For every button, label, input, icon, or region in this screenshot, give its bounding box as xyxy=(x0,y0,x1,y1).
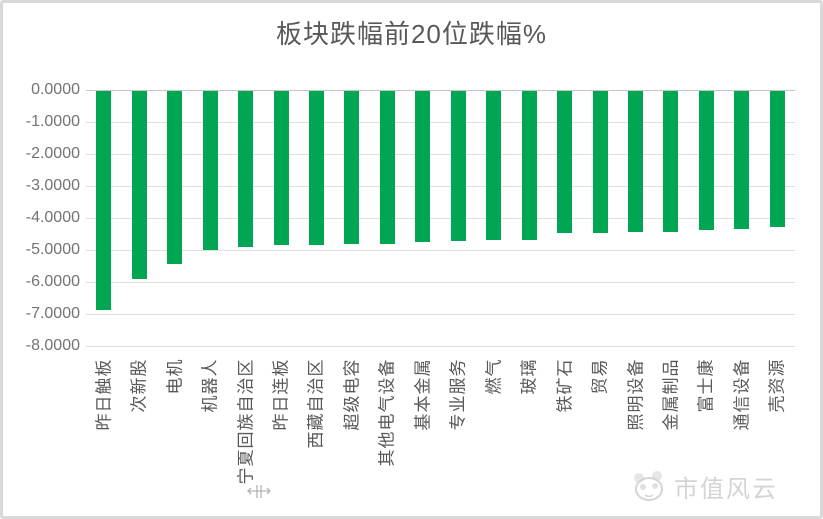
bar xyxy=(167,91,183,265)
x-tick-label: 昨日触板 xyxy=(94,358,114,431)
y-tick-label: 0.0000 xyxy=(31,81,80,98)
bar xyxy=(344,91,360,244)
y-tick-label: -4.0000 xyxy=(25,209,80,226)
bar xyxy=(450,91,466,241)
gridline xyxy=(86,154,795,155)
y-axis-labels: 0.0000 -1.0000 -2.0000 -3.0000 -4.0000 -5.000… xyxy=(3,3,80,516)
bar xyxy=(663,91,679,232)
x-tick-label: 电机 xyxy=(165,358,185,395)
y-tick-label: -2.0000 xyxy=(25,145,80,162)
gridline xyxy=(86,218,795,219)
watermark-text: 市值风云 xyxy=(674,476,778,503)
bar xyxy=(521,91,537,241)
bar xyxy=(202,91,218,251)
bar xyxy=(698,91,714,231)
chart-title: 板块跌幅前20位跌幅% xyxy=(275,19,548,49)
bar xyxy=(379,91,395,244)
gridline xyxy=(86,250,795,251)
x-tick-label: 机器人 xyxy=(200,358,220,413)
x-tick-label: 超级电容 xyxy=(342,358,362,431)
bar xyxy=(308,91,324,245)
bar xyxy=(557,91,573,234)
bar xyxy=(734,91,750,229)
gridline xyxy=(86,314,795,315)
gridline xyxy=(86,122,795,123)
x-tick-label: 其他电气设备 xyxy=(377,358,397,467)
gridline xyxy=(86,186,795,187)
plot-area xyxy=(86,90,795,347)
bar xyxy=(628,91,643,233)
y-tick-label: -6.0000 xyxy=(25,273,80,290)
watermark: 市值风云 xyxy=(630,469,778,504)
x-tick-label: 玻璃 xyxy=(519,358,539,395)
y-tick-label: -7.0000 xyxy=(25,305,80,322)
y-tick-label: -8.0000 xyxy=(25,337,80,354)
gridline xyxy=(86,282,795,283)
x-tick-label: 基本金属 xyxy=(413,358,433,431)
x-tick-label: 西藏自治区 xyxy=(306,358,326,449)
x-tick-label: 铁矿石 xyxy=(555,358,575,413)
bar xyxy=(486,91,502,241)
y-tick-label: -5.0000 xyxy=(25,241,80,258)
bar xyxy=(769,91,785,227)
panda-logo-icon xyxy=(634,470,663,501)
x-tick-label: 贸易 xyxy=(590,358,610,395)
bar xyxy=(238,91,253,247)
y-tick-label: -1.0000 xyxy=(25,113,80,130)
bar xyxy=(96,91,112,311)
bar xyxy=(415,91,431,243)
y-tick-label: -3.0000 xyxy=(25,177,80,194)
x-tick-label: 次新股 xyxy=(129,358,149,413)
x-axis-line xyxy=(86,90,795,91)
gridline xyxy=(86,346,795,347)
resize-cursor-icon xyxy=(247,485,271,498)
x-tick-label: 燃气 xyxy=(484,358,504,395)
x-tick-label: 专业服务 xyxy=(448,358,468,431)
bar xyxy=(273,91,289,246)
bar xyxy=(131,91,147,279)
x-tick-label: 昨日连板 xyxy=(271,358,291,431)
bar xyxy=(592,91,608,233)
